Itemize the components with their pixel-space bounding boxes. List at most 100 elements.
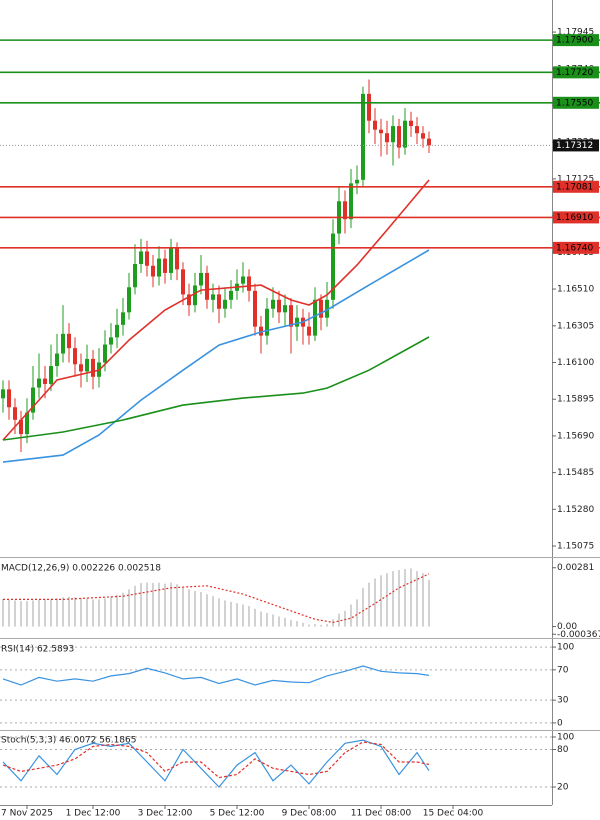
macd-bar [392, 571, 394, 627]
macd-bar [260, 611, 262, 627]
candle-body [331, 233, 335, 300]
candle-body [325, 299, 329, 318]
macd-bar [200, 592, 202, 627]
macd-bar [104, 598, 106, 627]
y-tick-label: 1.17125 [557, 174, 594, 184]
candle-body [307, 326, 311, 336]
macd-bar [314, 624, 316, 627]
macd-bar [224, 600, 226, 627]
candle-body [403, 120, 407, 148]
macd-bar [350, 604, 352, 627]
macd-bar [242, 604, 244, 627]
macd-bar [158, 582, 160, 627]
macd-bar [68, 596, 70, 627]
candle-body [61, 333, 65, 354]
candle-body [19, 419, 23, 435]
candle-body [79, 364, 83, 372]
candle-body [199, 272, 203, 286]
candle-body [259, 326, 263, 336]
candle-body [283, 305, 287, 313]
candle-body [391, 126, 395, 143]
level-label-box [553, 211, 599, 224]
macd-bar [344, 610, 346, 627]
y-tick-label: 100 [557, 643, 574, 653]
macd-bar [32, 600, 34, 627]
level-label-box [553, 66, 599, 79]
macd-bar [362, 587, 364, 627]
macd-bar [182, 586, 184, 627]
macd-bar [86, 598, 88, 627]
x-tick-label: 1 Dec 12:00 [66, 809, 121, 819]
macd-bar [308, 624, 310, 627]
candle-body [139, 251, 143, 264]
x-tick-label: 9 Dec 08:00 [282, 809, 337, 819]
candle-body [217, 294, 221, 309]
indicator-line [2, 179, 430, 441]
level-label: 1.17550 [556, 98, 593, 108]
macd-bar [176, 584, 178, 627]
macd-bar [116, 594, 118, 627]
macd-bar [302, 622, 304, 627]
y-tick-label: 0.00281 [557, 563, 594, 573]
candle-body [1, 389, 5, 399]
candle-body [361, 93, 365, 180]
candle-body [277, 299, 281, 313]
y-tick-label: 1.17945 [557, 28, 594, 38]
candle-body [367, 93, 371, 121]
candle-body [157, 258, 161, 277]
macd-bar [170, 582, 172, 627]
candle-body [193, 285, 197, 306]
y-tick-label: 1.16305 [557, 321, 594, 331]
candle-body [25, 412, 29, 435]
macd-bar [128, 589, 130, 627]
candle-body [31, 387, 35, 413]
macd-bar [134, 585, 136, 627]
candle-body [247, 276, 251, 291]
macd-bar [62, 597, 64, 627]
macd-bar [380, 575, 382, 627]
y-tick-label: 100 [557, 733, 574, 743]
candle-body [253, 290, 257, 327]
level-label-box [553, 34, 599, 47]
macd-bar [80, 598, 82, 627]
indicator-line [2, 665, 430, 686]
macd-bar [164, 583, 166, 627]
panel-title: RSI(14) 62.5893 [1, 645, 74, 655]
x-tick-label: 15 Dec 04:00 [423, 809, 484, 819]
candle-body [169, 247, 173, 273]
candle-body [241, 276, 245, 284]
candle-body [313, 299, 317, 336]
candle-body [319, 299, 323, 318]
candle-body [229, 290, 233, 300]
macd-bar [194, 590, 196, 627]
candle-body [103, 344, 107, 363]
candle-body [91, 358, 95, 377]
macd-bar [428, 579, 430, 627]
y-tick-label: 80 [557, 745, 569, 755]
y-tick-label: -0.000367 [557, 630, 600, 640]
macd-bar [98, 599, 100, 627]
macd-bar [44, 599, 46, 627]
candle-body [223, 299, 227, 309]
candle-body [271, 299, 275, 309]
macd-bar [212, 596, 214, 627]
macd-bar [404, 569, 406, 627]
candle-body [109, 337, 113, 345]
level-label: 1.17720 [556, 68, 593, 78]
macd-bar [50, 598, 52, 627]
x-tick-label: 7 Nov 2025 [1, 809, 53, 819]
macd-bar [410, 568, 412, 627]
macd-bar [110, 596, 112, 627]
x-tick-label: 11 Dec 08:00 [351, 809, 412, 819]
y-tick-label: 0.00 [557, 622, 577, 632]
candle-body [289, 305, 293, 327]
y-tick-label: 1.15280 [557, 505, 594, 515]
candle-body [181, 269, 185, 295]
candle-body [415, 126, 419, 134]
candle-body [409, 120, 413, 127]
macd-bar [356, 599, 358, 627]
candle-body [343, 201, 347, 220]
macd-bar [152, 583, 154, 627]
macd-bar [422, 573, 424, 627]
